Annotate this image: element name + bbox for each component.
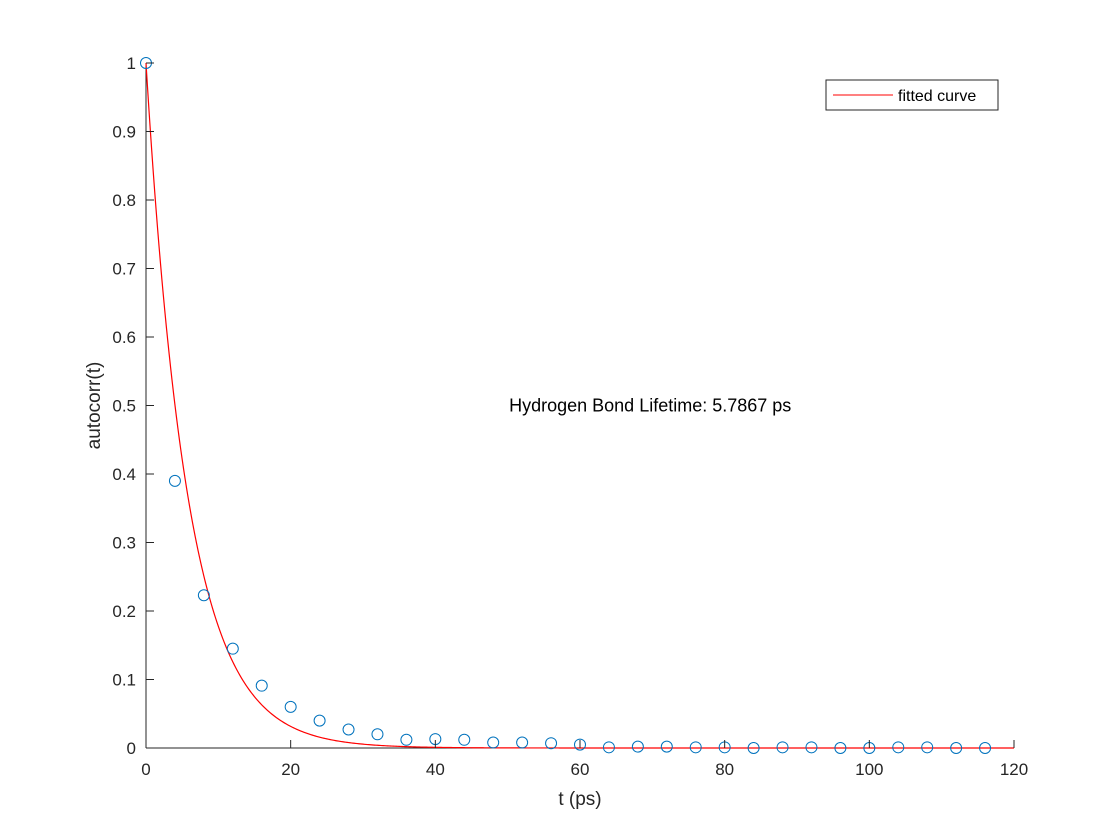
data-point — [921, 741, 934, 754]
data-point — [458, 733, 471, 746]
data-point — [574, 738, 586, 751]
data-point — [284, 700, 297, 713]
x-tick-label: 40 — [426, 760, 445, 779]
data-point — [371, 728, 384, 741]
data-point — [342, 723, 355, 736]
data-point — [255, 679, 268, 692]
y-tick-label: 0.4 — [112, 465, 136, 484]
legend-entry-fitted-curve: fitted curve — [898, 88, 976, 105]
data-point — [487, 736, 500, 749]
data-point — [805, 741, 818, 754]
legend: fitted curve — [825, 79, 999, 111]
data-point — [516, 736, 529, 749]
data-point — [950, 742, 963, 754]
y-tick-label: 1 — [127, 54, 136, 73]
x-axis-label: t (ps) — [558, 789, 601, 810]
data-point — [776, 741, 789, 754]
data-point — [689, 741, 702, 754]
x-tick-label: 120 — [1000, 760, 1028, 779]
y-tick-label: 0.7 — [112, 260, 136, 279]
data-point — [834, 742, 847, 754]
ticks-group: 0 20 40 60 80 100 120 0 0.1 0.2 0.3 0.4 0.5 0.6 0.7 0.8… — [112, 54, 1028, 779]
y-tick-label: 0.2 — [112, 602, 136, 621]
x-tick-label: 0 — [141, 760, 150, 779]
data-point — [979, 742, 992, 754]
y-tick-label: 0.6 — [112, 328, 136, 347]
y-tick-label: 0.9 — [112, 123, 136, 142]
data-points-group — [140, 57, 992, 754]
y-tick-label: 0.3 — [112, 534, 136, 553]
data-point — [197, 589, 210, 602]
data-point — [602, 741, 615, 754]
x-tick-label: 20 — [281, 760, 300, 779]
data-point — [892, 741, 905, 754]
y-tick-label: 0 — [127, 739, 136, 758]
data-point — [400, 733, 413, 746]
data-point — [660, 740, 673, 753]
lifetime-annotation: Hydrogen Bond Lifetime: 5.7867 ps — [509, 396, 791, 416]
x-tick-label: 80 — [715, 760, 734, 779]
y-axis-label: autocorr(t) — [84, 362, 105, 450]
x-tick-label: 60 — [571, 760, 590, 779]
x-tick-label: 100 — [855, 760, 883, 779]
data-point — [168, 474, 181, 487]
data-point — [545, 737, 558, 750]
data-point — [226, 642, 239, 655]
y-tick-label: 0.5 — [112, 397, 136, 416]
y-tick-label: 0.8 — [112, 191, 136, 210]
data-point — [747, 742, 760, 754]
data-point — [631, 740, 644, 753]
data-point — [313, 714, 326, 727]
y-tick-label: 0.1 — [112, 671, 136, 690]
